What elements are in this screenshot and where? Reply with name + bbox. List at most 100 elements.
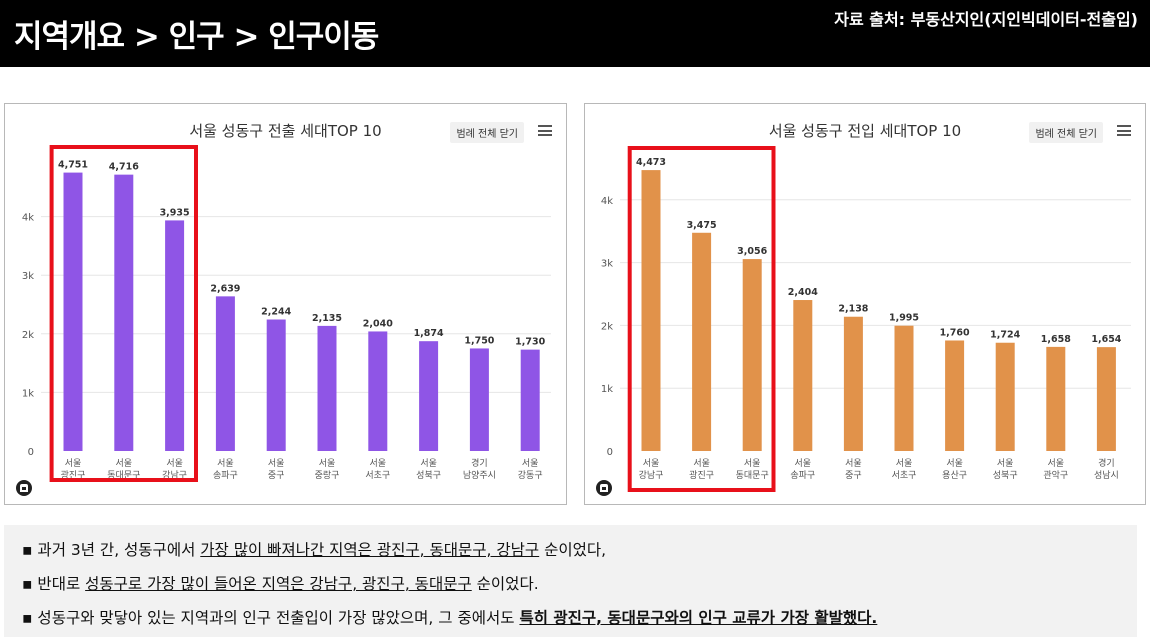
y-tick-label: 2k: [601, 321, 613, 332]
x-tick-label: 서울: [896, 458, 913, 469]
chart-title-outflow: 서울 성동구 전출 세대TOP 10: [189, 122, 382, 140]
summary-text: 순이었다,: [539, 541, 607, 559]
x-tick-label: 강동구: [518, 470, 543, 481]
data-label: 2,244: [261, 307, 291, 318]
x-tick-label: 중구: [268, 470, 285, 481]
home-icon[interactable]: [596, 480, 612, 496]
x-tick-label: 동대문구: [107, 470, 140, 481]
data-label: 2,138: [838, 304, 868, 315]
x-tick-label: 송파구: [790, 470, 815, 481]
data-label: 1,724: [990, 330, 1020, 341]
summary-emphasis: 특히 광진구, 동대문구와의 인구 교류가 가장 활발했다.: [519, 609, 878, 627]
bar[interactable]: [995, 342, 1015, 451]
summary-text: ▪ 반대로: [22, 575, 86, 593]
y-tick-label: 4k: [22, 213, 34, 224]
data-label: 4,716: [109, 162, 139, 173]
bar[interactable]: [317, 325, 337, 451]
highlight-box: [49, 145, 198, 482]
bar[interactable]: [641, 170, 661, 452]
data-label: 1,874: [414, 328, 444, 339]
x-tick-label: 서울: [845, 458, 862, 469]
x-tick-label: 강남구: [639, 470, 664, 481]
x-tick-label: 서울: [693, 458, 710, 469]
bar[interactable]: [114, 174, 134, 451]
data-label: 2,040: [363, 318, 393, 329]
data-label: 2,135: [312, 313, 342, 324]
x-tick-label: 서울: [1048, 458, 1065, 469]
data-label: 1,760: [940, 327, 970, 338]
x-tick-label: 서울: [116, 458, 133, 469]
y-tick-label: 0: [607, 447, 613, 458]
data-label: 4,751: [58, 160, 88, 171]
x-tick-label: 서울: [268, 458, 285, 469]
data-label: 1,750: [464, 335, 494, 346]
x-tick-label: 중구: [845, 470, 862, 481]
hamburger-menu-icon[interactable]: [538, 125, 552, 136]
legend-close-all-button[interactable]: 범례 전체 닫기: [1029, 122, 1103, 143]
x-tick-label: 서울: [217, 458, 234, 469]
bar[interactable]: [945, 340, 965, 451]
bar[interactable]: [1046, 346, 1066, 451]
x-tick-label: 광진구: [689, 469, 714, 481]
x-tick-label: 서울: [65, 458, 82, 469]
data-label: 3,935: [160, 207, 190, 218]
summary-text: ▪ 과거 3년 간, 성동구에서: [22, 541, 201, 559]
summary-emphasis: 가장 많이 빠져나간 지역은 광진구, 동대문구, 강남구: [200, 541, 540, 559]
x-tick-label: 송파구: [213, 470, 238, 481]
x-tick-label: 경기: [471, 457, 488, 469]
x-tick-label: 서울: [744, 458, 761, 469]
x-tick-label: 경기: [1098, 457, 1115, 469]
bar[interactable]: [165, 220, 185, 451]
bar[interactable]: [843, 316, 863, 451]
bar[interactable]: [419, 341, 439, 451]
x-tick-label: 서초구: [892, 470, 917, 481]
y-tick-label: 4k: [601, 196, 613, 207]
summary-text: 순이었다.: [471, 575, 539, 593]
bar[interactable]: [793, 300, 813, 451]
legend-close-all-button[interactable]: 범례 전체 닫기: [450, 122, 524, 143]
data-label: 1,654: [1091, 334, 1121, 345]
x-tick-label: 성북구: [416, 470, 441, 481]
outflow-chart: 01k2k3k4k4,751서울광진구4,716서울동대문구3,935서울강남구…: [22, 145, 551, 482]
home-icon[interactable]: [16, 480, 32, 496]
x-tick-label: 용산구: [942, 470, 967, 481]
summary-line-2: ▪ 반대로 성동구로 가장 많이 들어온 지역은 강남구, 광진구, 동대문구 …: [22, 572, 539, 594]
data-source: 자료 출처: 부동산지인(지인빅데이터-전출입): [834, 10, 1138, 29]
summary-line-1: ▪ 과거 3년 간, 성동구에서 가장 많이 빠져나간 지역은 광진구, 동대문…: [22, 538, 606, 560]
data-label: 2,404: [788, 287, 818, 298]
y-tick-label: 3k: [601, 259, 613, 270]
data-label: 4,473: [636, 157, 666, 168]
bar[interactable]: [742, 259, 762, 451]
highlight-box: [627, 146, 776, 492]
hamburger-menu-icon[interactable]: [1117, 125, 1131, 136]
x-tick-label: 동대문구: [736, 470, 769, 481]
bar[interactable]: [368, 331, 388, 451]
page-header: 지역개요 > 인구 > 인구이동 자료 출처: 부동산지인(지인빅데이터-전출입…: [0, 0, 1150, 67]
x-tick-label: 서울: [166, 458, 183, 469]
x-tick-label: 서울: [795, 458, 812, 469]
x-tick-label: 서울: [420, 458, 437, 469]
x-tick-label: 서울: [643, 458, 660, 469]
bar[interactable]: [63, 172, 83, 451]
bar[interactable]: [894, 325, 914, 451]
x-tick-label: 서초구: [365, 470, 390, 481]
bar[interactable]: [692, 232, 712, 451]
chart-panel-outflow: 0 1k 2k 3k 4k 4,751 서울 광진구 4,716 서울 동대문구 3,935 서울 강남구…: [4, 103, 567, 505]
summary-text: ▪ 성동구와 맞닿아 있는 지역과의 인구 전출입이 가장 많았으며, 그 중에…: [22, 609, 520, 627]
x-tick-label: 성남시: [1094, 470, 1119, 481]
bar[interactable]: [520, 349, 540, 451]
summary-emphasis: 성동구로 가장 많이 들어온 지역은 강남구, 광진구, 동대문구: [85, 575, 472, 593]
bar[interactable]: [266, 319, 286, 451]
bar[interactable]: [1096, 347, 1116, 451]
y-tick-label: 1k: [601, 384, 613, 395]
chart-title-inflow: 서울 성동구 전입 세대TOP 10: [768, 122, 962, 140]
y-tick-label: 1k: [22, 388, 34, 399]
bar[interactable]: [215, 296, 235, 451]
data-label: 2,639: [210, 283, 240, 294]
x-tick-label: 남양주시: [463, 470, 496, 481]
bar[interactable]: [469, 348, 489, 451]
y-tick-label: 2k: [22, 330, 34, 341]
x-tick-label: 강남구: [162, 470, 187, 481]
y-tick-label: 3k: [22, 271, 34, 282]
page-title: 지역개요 > 인구 > 인구이동: [14, 19, 379, 55]
